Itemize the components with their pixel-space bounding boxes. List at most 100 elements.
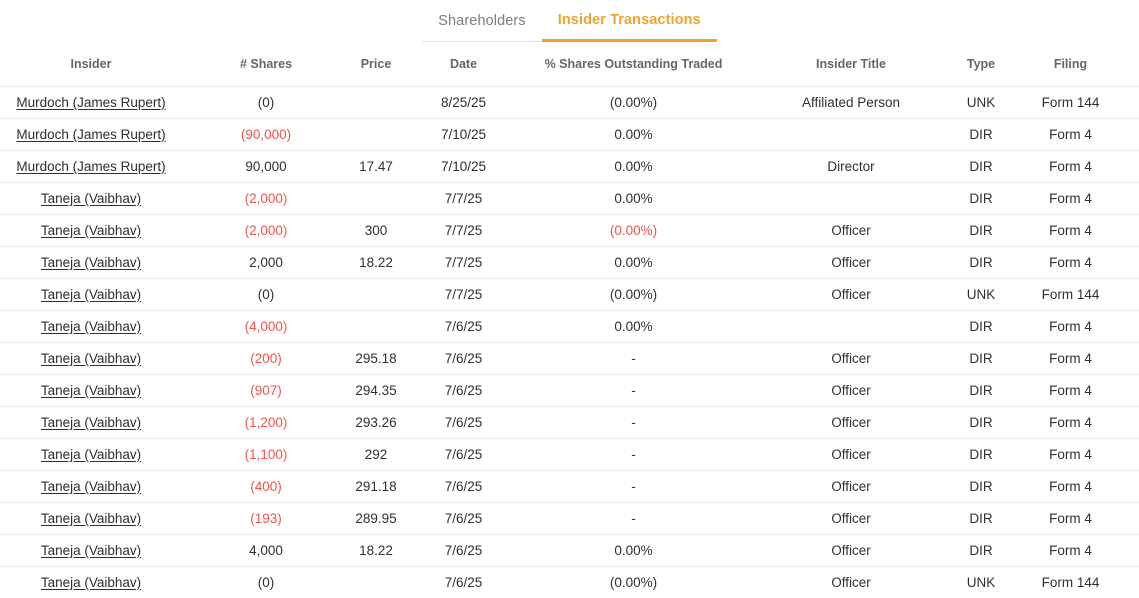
cell-type: DIR [960, 117, 1020, 150]
table-row: Taneja (Vaibhav) 4,000 18.22 7/6/25 0.00% Off… [0, 533, 1139, 566]
insider-link[interactable]: Taneja (Vaibhav) [40, 414, 142, 430]
cell-filing: Form 4 [1020, 117, 1139, 150]
cell-pct-outstanding: - [525, 501, 760, 534]
insider-link[interactable]: Taneja (Vaibhav) [40, 446, 142, 462]
cell-insider: Taneja (Vaibhav) [0, 405, 200, 438]
cell-insider-title: Officer [760, 533, 960, 566]
column-header-pct-outstanding: % Shares Outstanding Traded [544, 56, 723, 71]
cell-shares: (907) [200, 373, 350, 406]
cell-price: 292 [350, 437, 420, 470]
cell-date: 7/6/25 [420, 309, 525, 342]
cell-date: 7/10/25 [420, 117, 525, 150]
cell-price: 17.47 [350, 149, 420, 182]
cell-insider: Taneja (Vaibhav) [0, 501, 200, 534]
cell-date: 7/7/25 [420, 245, 525, 278]
cell-date: 7/6/25 [420, 405, 525, 438]
table-header: Insider # Shares Price Date % Shares Out… [0, 42, 1139, 86]
cell-insider: Taneja (Vaibhav) [0, 181, 200, 214]
table-row: Murdoch (James Rupert) (90,000) 7/10/25 0.0… [0, 117, 1139, 150]
table-row: Taneja (Vaibhav) (907) 294.35 7/6/25- Office… [0, 373, 1139, 406]
cell-insider-title: Affiliated Person [760, 85, 960, 118]
insider-link[interactable]: Taneja (Vaibhav) [40, 478, 142, 494]
cell-date: 7/6/25 [420, 565, 525, 598]
cell-insider: Taneja (Vaibhav) [0, 373, 200, 406]
insider-link[interactable]: Murdoch (James Rupert) [16, 126, 166, 142]
cell-pct-outstanding: 0.00% [525, 181, 760, 214]
insider-link[interactable]: Taneja (Vaibhav) [40, 510, 142, 526]
cell-type: UNK [960, 565, 1020, 598]
insider-link[interactable]: Taneja (Vaibhav) [40, 190, 142, 206]
cell-shares: (400) [200, 469, 350, 502]
cell-filing: Form 144 [1020, 277, 1139, 310]
cell-insider-title: Officer [760, 469, 960, 502]
insider-link[interactable]: Taneja (Vaibhav) [40, 350, 142, 366]
cell-price: 294.35 [350, 373, 420, 406]
cell-shares: (1,200) [200, 405, 350, 438]
cell-insider: Taneja (Vaibhav) [0, 309, 200, 342]
table-row: Taneja (Vaibhav) (2,000) 300 7/7/25 (0.00%) O… [0, 213, 1139, 246]
cell-filing: Form 4 [1020, 405, 1139, 438]
table-row: Taneja (Vaibhav) (1,200) 293.26 7/6/25- Offi… [0, 405, 1139, 438]
cell-type: DIR [960, 181, 1020, 214]
cell-shares: 90,000 [200, 149, 350, 182]
table-row: Taneja (Vaibhav) (4,000) 7/6/25 0.00% DIR For… [0, 309, 1139, 342]
cell-shares: (2,000) [200, 181, 350, 214]
cell-date: 7/6/25 [420, 533, 525, 566]
insider-link[interactable]: Taneja (Vaibhav) [40, 222, 142, 238]
insider-link[interactable]: Taneja (Vaibhav) [40, 254, 142, 270]
cell-price: 300 [350, 213, 420, 246]
cell-pct-outstanding: (0.00%) [525, 277, 760, 310]
cell-insider-title: Officer [760, 565, 960, 598]
insider-link[interactable]: Taneja (Vaibhav) [40, 318, 142, 334]
cell-insider-title: Officer [760, 501, 960, 534]
cell-shares: (200) [200, 341, 350, 374]
cell-pct-outstanding: 0.00% [525, 149, 760, 182]
cell-price: 289.95 [350, 501, 420, 534]
insider-link[interactable]: Murdoch (James Rupert) [16, 158, 166, 174]
cell-date: 7/6/25 [420, 501, 525, 534]
cell-filing: Form 144 [1020, 565, 1139, 598]
column-header-insider: Insider [70, 56, 112, 71]
cell-price [350, 117, 420, 150]
column-header-insider-title: Insider Title [816, 56, 886, 71]
cell-insider-title: Officer [760, 373, 960, 406]
cell-pct-outstanding: (0.00%) [525, 213, 760, 246]
cell-insider-title [760, 181, 960, 214]
cell-filing: Form 4 [1020, 341, 1139, 374]
insider-link[interactable]: Taneja (Vaibhav) [40, 286, 142, 302]
cell-price: 291.18 [350, 469, 420, 502]
cell-shares: 2,000 [200, 245, 350, 278]
insider-link[interactable]: Taneja (Vaibhav) [40, 574, 142, 590]
insider-link[interactable]: Murdoch (James Rupert) [16, 94, 166, 110]
cell-filing: Form 4 [1020, 213, 1139, 246]
insider-link[interactable]: Taneja (Vaibhav) [40, 382, 142, 398]
cell-price: 18.22 [350, 245, 420, 278]
cell-insider: Murdoch (James Rupert) [0, 117, 200, 150]
cell-pct-outstanding: (0.00%) [525, 565, 760, 598]
cell-shares: (0) [200, 85, 350, 118]
cell-shares: (4,000) [200, 309, 350, 342]
table-row: Taneja (Vaibhav) (0) 7/7/25 (0.00%) Officer U… [0, 277, 1139, 310]
cell-filing: Form 4 [1020, 309, 1139, 342]
cell-date: 7/6/25 [420, 437, 525, 470]
cell-type: DIR [960, 149, 1020, 182]
tab-insider-transactions[interactable]: Insider Transactions [541, 0, 717, 42]
cell-insider-title: Officer [760, 277, 960, 310]
insider-transactions-table: Insider # Shares Price Date % Shares Out… [0, 42, 1139, 598]
cell-filing: Form 4 [1020, 501, 1139, 534]
cell-insider-title [760, 309, 960, 342]
cell-insider: Taneja (Vaibhav) [0, 245, 200, 278]
cell-shares: (0) [200, 565, 350, 598]
cell-filing: Form 4 [1020, 181, 1139, 214]
cell-shares: 4,000 [200, 533, 350, 566]
cell-shares: (0) [200, 277, 350, 310]
cell-filing: Form 4 [1020, 469, 1139, 502]
tab-shareholders[interactable]: Shareholders [422, 0, 542, 42]
cell-insider: Taneja (Vaibhav) [0, 469, 200, 502]
cell-insider-title: Officer [760, 213, 960, 246]
cell-type: DIR [960, 245, 1020, 278]
cell-price [350, 181, 420, 214]
cell-pct-outstanding: 0.00% [525, 533, 760, 566]
insider-link[interactable]: Taneja (Vaibhav) [40, 542, 142, 558]
